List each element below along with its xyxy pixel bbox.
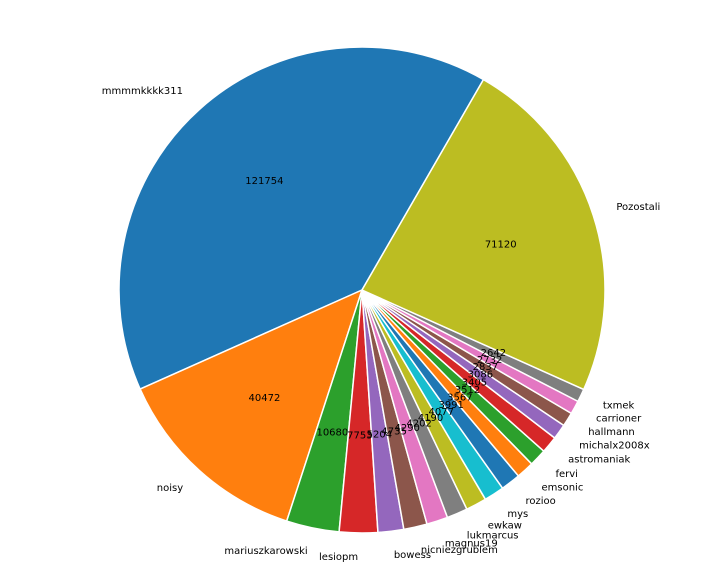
pie-category-label: astromaniak [568,455,630,466]
pie-value-label: 4190 [418,413,443,424]
pie-slices [118,46,606,534]
pie-category-label: fervi [555,469,577,480]
pie-slice-pozostali [361,78,606,391]
pie-value-label: 4290 [394,423,419,434]
pie-value-label: 2642 [481,348,506,359]
pie-category-label: magnus19 [445,539,498,550]
pie-category-label: hallmann [588,427,635,438]
pie-category-label: ewkaw [488,520,522,531]
pie-value-label: 121754 [245,176,283,187]
pie-value-label: 3512 [455,385,480,396]
pie-category-label: michalx2008x [579,440,650,451]
pie-value-labels: 121754 40472 10680775352044735429042024190… [245,176,516,441]
pie-category-label: Pozostali [616,202,660,213]
pie-category-label: nicniezgrublem [421,545,498,556]
pie-value-label: 3991 [438,400,463,411]
pie-value-label: 71120 [485,240,517,251]
pie-value-label: 7753 [347,430,372,441]
pie-category-label: noisy [157,483,183,494]
pie-category-label: emsonic [542,483,584,494]
pie-slice-mmmmkkkk311 [118,46,485,390]
pie-category-label: mariuszkarowski [224,546,307,557]
pie-slice-noisy [139,289,363,522]
pie-category-label: carrioner [596,414,642,425]
pie-value-label: 3086 [468,370,493,381]
pie-value-label: 40472 [249,393,281,404]
pie-category-label: mmmmkkkk311 [102,86,183,97]
pie-value-label: 10680 [316,427,348,438]
pie-category-label: lukmarcus [467,530,519,541]
pie-category-labels: mmmmkkkk311 noisy mariuszkarowski lesiopm bo… [102,86,661,563]
pie-value-label: 3405 [462,377,487,388]
pie-category-label: bowess [394,550,431,561]
pie-value-label: 4735 [381,427,406,438]
pie-value-label: 4202 [406,419,431,430]
pie-value-label: 5204 [367,429,392,440]
pie-value-label: 2837 [473,362,498,373]
pie-value-label: 2732 [477,355,502,366]
pie-value-label: 4077 [429,407,454,418]
pie-category-label: txmek [603,400,635,411]
pie-category-label: rozioo [526,496,556,507]
pie-category-label: lesiopm [319,552,358,563]
pie-category-label: mys [507,509,528,520]
pie-value-label: 3567 [447,393,472,404]
